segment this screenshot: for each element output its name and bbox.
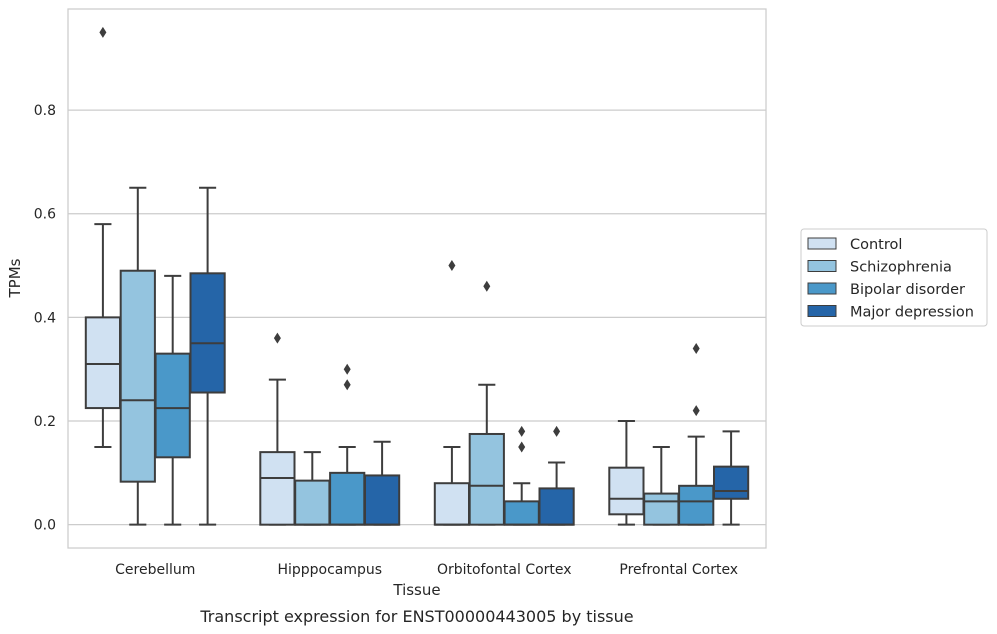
box-body bbox=[294, 479, 331, 526]
box-2-0 bbox=[154, 274, 191, 526]
outlier-point bbox=[692, 342, 700, 354]
box-1-2 bbox=[468, 280, 505, 526]
outlier-point bbox=[273, 332, 281, 344]
y-tick-label: 0.2 bbox=[34, 414, 56, 430]
y-tick-label: 0.4 bbox=[34, 310, 56, 326]
legend: Control Schizophrenia Bipolar disorder Majo… bbox=[800, 228, 988, 327]
x-tick-label: Orbitofontal Cortex bbox=[437, 562, 572, 578]
y-tick-label: 0.6 bbox=[34, 207, 56, 223]
box-body bbox=[712, 465, 750, 500]
chart-title: Transcript expression for ENST0000044300… bbox=[199, 607, 633, 626]
legend-swatch bbox=[807, 282, 837, 295]
outlier-point bbox=[553, 425, 561, 437]
x-tick-label: Cerebellum bbox=[115, 562, 195, 578]
legend-swatch bbox=[807, 260, 837, 272]
x-tick-labels: Cerebellum Hipppocampus Orbitofontal Corte… bbox=[115, 562, 738, 578]
box-2-2 bbox=[503, 425, 540, 526]
box-1-3 bbox=[643, 445, 680, 526]
box-body bbox=[643, 492, 680, 526]
box-2-1 bbox=[329, 363, 366, 526]
outlier-point bbox=[518, 441, 526, 453]
box-body bbox=[678, 484, 715, 526]
box-2-3 bbox=[678, 342, 715, 526]
x-tick-label: Hipppocampus bbox=[277, 562, 382, 578]
box-body bbox=[84, 316, 122, 410]
box-body bbox=[608, 466, 645, 516]
legend-swatch bbox=[807, 305, 837, 317]
y-tick-label: 0.8 bbox=[34, 103, 56, 119]
box-0-1 bbox=[259, 332, 296, 526]
box-body bbox=[503, 500, 540, 526]
outlier-point bbox=[343, 379, 351, 391]
box-3-2 bbox=[538, 425, 575, 526]
box-body bbox=[119, 269, 156, 483]
box-body bbox=[538, 487, 575, 526]
box-1-1 bbox=[294, 451, 331, 526]
box-3-3 bbox=[712, 430, 750, 526]
box-body bbox=[329, 471, 366, 526]
y-axis-label: TPMs bbox=[6, 258, 24, 298]
box-body bbox=[363, 474, 401, 526]
box-0-0 bbox=[84, 26, 122, 448]
box-0-3 bbox=[608, 420, 645, 526]
box-body bbox=[259, 451, 296, 526]
box-3-0 bbox=[189, 186, 226, 526]
legend-label: Major depression bbox=[850, 305, 974, 321]
legend-frame bbox=[800, 228, 988, 327]
box-3-1 bbox=[363, 440, 401, 526]
y-tick-label: 0.0 bbox=[34, 518, 56, 534]
outlier-point bbox=[343, 363, 351, 375]
outlier-point bbox=[99, 26, 107, 38]
box-body bbox=[468, 432, 505, 526]
legend-label: Bipolar disorder bbox=[850, 282, 965, 298]
legend-label: Control bbox=[850, 237, 902, 253]
x-tick-label: Prefrontal Cortex bbox=[619, 562, 738, 578]
outlier-point bbox=[448, 260, 456, 272]
x-axis-label: Tissue bbox=[392, 581, 440, 599]
box-body bbox=[154, 352, 191, 459]
box-0-2 bbox=[433, 260, 471, 526]
box-1-0 bbox=[119, 186, 156, 526]
outlier-point bbox=[518, 425, 526, 437]
outlier-point bbox=[483, 280, 491, 292]
y-tick-labels: 0.0 0.2 0.4 0.6 0.8 bbox=[34, 103, 56, 534]
boxes bbox=[84, 26, 750, 526]
outlier-point bbox=[692, 405, 700, 417]
box-body bbox=[433, 482, 471, 526]
legend-label: Schizophrenia bbox=[850, 260, 952, 276]
plot-frame bbox=[67, 8, 767, 549]
box-body bbox=[189, 272, 226, 394]
legend-swatch bbox=[807, 237, 837, 250]
